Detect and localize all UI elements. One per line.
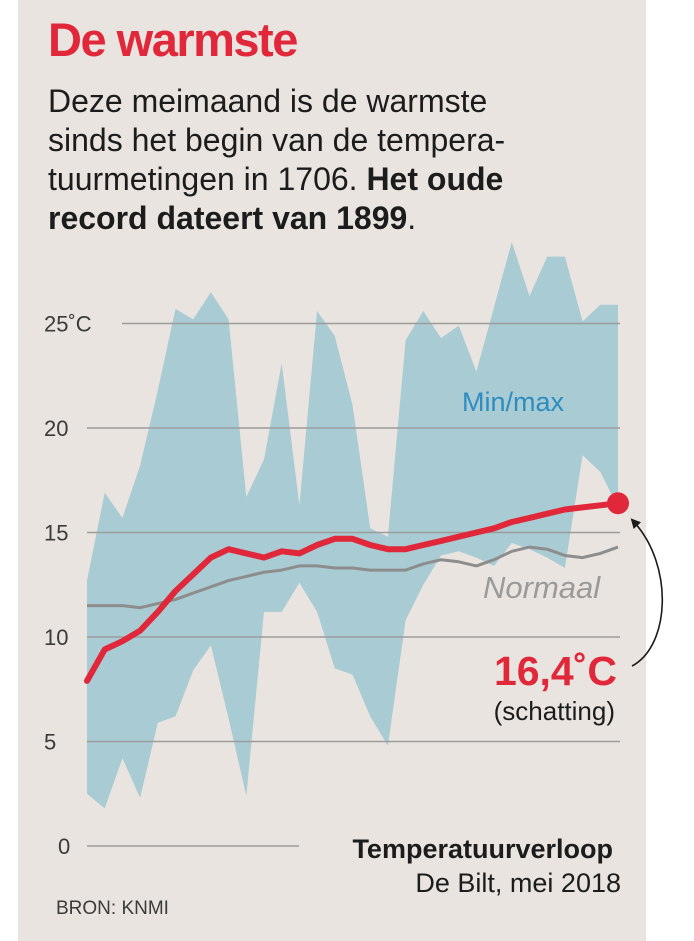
y-tick-label-5: 5 — [44, 730, 56, 755]
callout-arrow — [630, 518, 664, 667]
daily-temperature-line — [84, 500, 621, 684]
y-tick-label-15: 15 — [44, 521, 68, 546]
intro-line-4: record dateert van 1899. — [48, 199, 628, 238]
caption-subtitle: De Bilt, mei 2018 — [415, 868, 621, 898]
caption-title: Temperatuurverloop — [352, 834, 613, 864]
latest-value-dot — [607, 492, 629, 515]
y-tick-label-10: 10 — [44, 625, 68, 650]
callout-value: 16,4˚C — [494, 648, 617, 694]
intro-line-1: Deze meimaand is de warmste — [48, 83, 488, 119]
intro-line-3: tuurmetingen in 1706. Het oude — [48, 160, 628, 199]
page-title: De warmste — [48, 13, 298, 66]
source-label: BRON: KNMI — [56, 898, 169, 919]
normaal-label: Normaal — [483, 570, 601, 605]
intro-line-2: sinds het begin van de tempera- — [48, 122, 506, 158]
y-tick-label-20: 20 — [44, 416, 68, 441]
intro-text: Deze meimaand is de warmste sinds het be… — [48, 82, 628, 238]
callout-note: (schatting) — [494, 696, 615, 726]
normal-temperature-line — [87, 545, 619, 610]
y-tick-label-0: 0 — [58, 834, 70, 859]
intro-line-3-bold: Het oude — [366, 161, 504, 197]
y-tick-label-25: 25˚C — [44, 312, 92, 337]
minmax-band — [87, 242, 618, 809]
minmax-label: Min/max — [462, 387, 565, 417]
intro-line-4-end: . — [407, 200, 417, 236]
intro-line-3-plain: tuurmetingen in 1706. — [48, 161, 367, 197]
intro-line-4-bold: record dateert van 1899 — [48, 200, 408, 236]
